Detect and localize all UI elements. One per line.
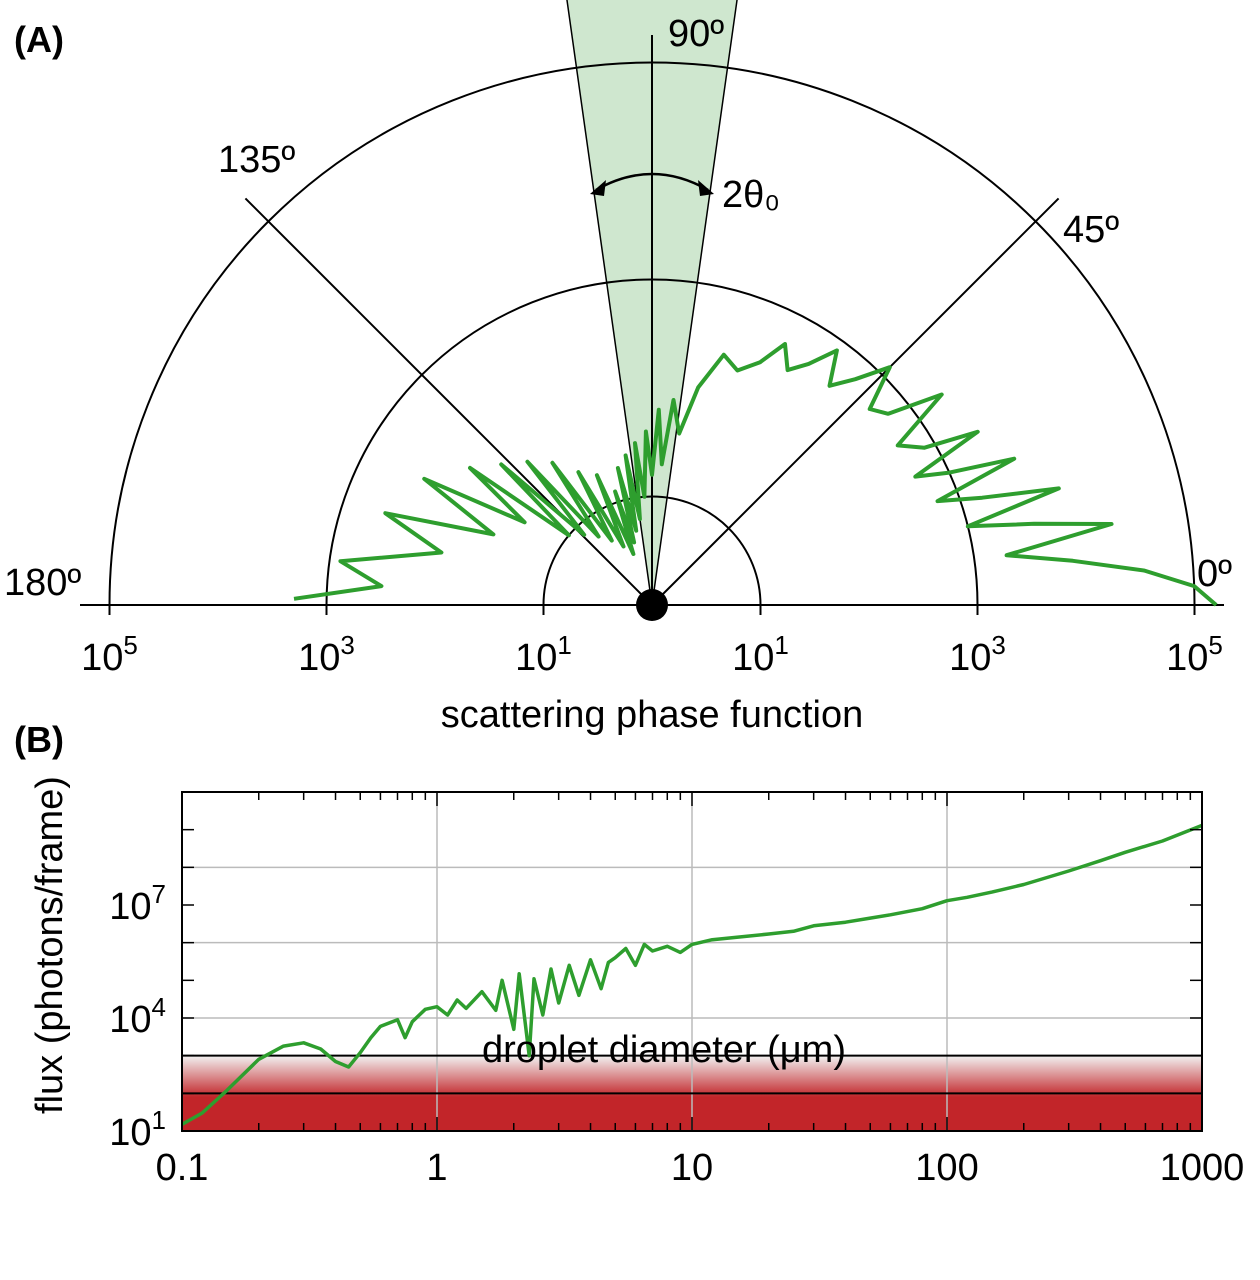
panel-b-ylabel: flux (photons/frame) <box>29 776 71 1114</box>
angle-label-180: 180º <box>4 562 81 604</box>
polar-spoke-45 <box>651 197 1060 606</box>
radial-tick-label: 101 <box>732 630 789 679</box>
polar-spoke-135 <box>244 197 653 606</box>
radial-tick-label: 103 <box>298 630 355 679</box>
threshold-lines <box>182 1054 1202 1095</box>
flux-curve <box>181 823 1203 1126</box>
arc-arrowhead-left <box>590 180 606 196</box>
angle-label-0: 0º <box>1197 553 1232 595</box>
droplet-origin-dot <box>636 589 668 621</box>
panel-a-xlabel: scattering phase function <box>441 694 864 736</box>
radial-tick-label: 103 <box>949 630 1006 679</box>
phase-function-curve <box>293 342 1218 607</box>
angle-label-90: 90º <box>668 13 724 55</box>
radial-tick-labels: 105 103 101 101 103 105 <box>81 630 1223 679</box>
polar-grid <box>80 35 1224 615</box>
radial-tick-label: 105 <box>81 630 138 679</box>
x-tick-label: 1 <box>426 1147 447 1189</box>
x-tick-labels: 0.1 1 10 100 1000 <box>156 1147 1245 1189</box>
radial-tick-label: 105 <box>1166 630 1223 679</box>
panel-a: (A) 0º 45º 90º 135º 180º 2θ₀ 105 103 101 10… <box>4 0 1232 736</box>
axis-ticks <box>181 792 1202 1132</box>
arc-arrowhead-right <box>698 180 714 196</box>
panel-b-grid <box>182 792 1202 1131</box>
panel-b-label: (B) <box>14 719 64 760</box>
panel-b-xlabel: droplet diameter (μm) <box>482 1029 846 1071</box>
acceptance-angle-label: 2θ₀ <box>722 174 780 216</box>
x-tick-label: 1000 <box>1160 1147 1245 1189</box>
panel-a-label: (A) <box>14 19 64 60</box>
x-tick-label: 10 <box>671 1147 713 1189</box>
y-tick-label: 104 <box>109 992 166 1041</box>
angle-label-45: 45º <box>1063 209 1119 251</box>
radial-tick-label: 101 <box>515 630 572 679</box>
x-tick-label: 0.1 <box>156 1147 209 1189</box>
acceptance-angle-arc <box>595 172 709 192</box>
angle-label-135: 135º <box>218 139 295 181</box>
y-tick-label: 107 <box>109 879 166 928</box>
x-tick-label: 100 <box>915 1147 978 1189</box>
